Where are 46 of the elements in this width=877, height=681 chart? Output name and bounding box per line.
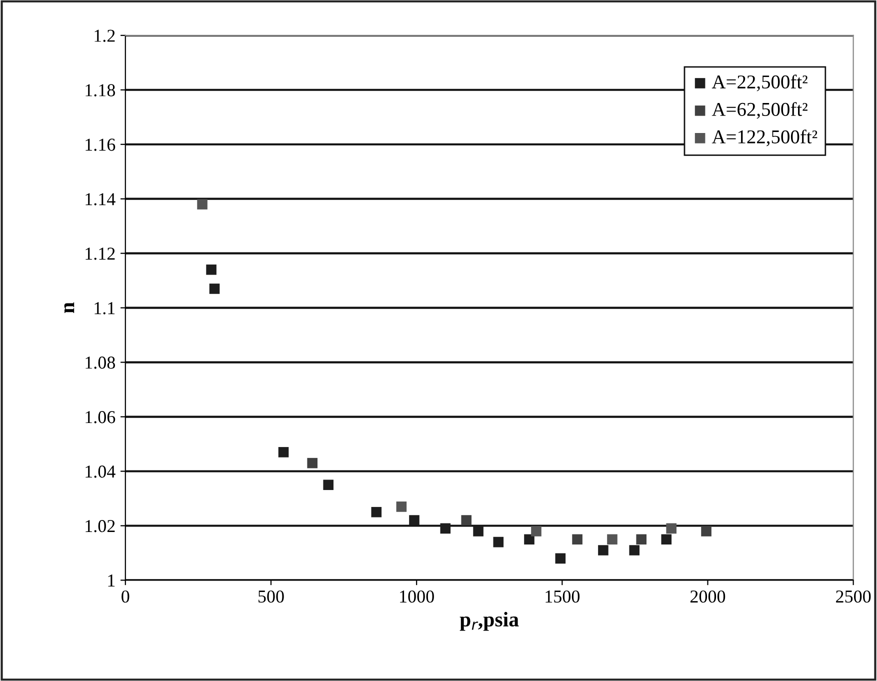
point [524,534,534,544]
point [555,553,566,564]
y-tick-label: 1 [108,574,115,586]
point [493,536,504,548]
legend-label: A=122,500ft² [712,130,818,146]
x-tick-label: 1500 [546,590,580,603]
point [473,526,484,536]
point [666,523,676,534]
point [531,526,542,536]
y-tick-label: 1.04 [86,466,116,478]
x-tick-label: 2000 [690,590,726,603]
y-tick-label: 1.1 [94,302,115,314]
point [307,458,318,468]
x-tick-label: 2500 [836,590,871,603]
point [661,534,672,544]
point [701,526,712,536]
x-axis-title: p$_{r}$,psia [460,612,519,631]
x-tick-label: 500 [258,590,284,603]
point [206,264,216,275]
point [636,534,647,544]
y-tick-label: 1.06 [86,411,116,424]
y-tick-label: 1.08 [86,356,115,369]
point [409,515,420,526]
point [278,447,289,458]
point [209,284,220,294]
y-tick-label: 1.14 [86,193,116,206]
legend-label: A=62,500ft² [712,102,808,119]
point [629,545,640,556]
y-tick-label: 1.16 [86,138,116,151]
legend-label: A=22,500ft² [712,74,808,92]
y-tick-label: 1.2 [94,30,115,42]
y-tick-label: 1.12 [86,248,115,260]
point [197,199,208,210]
y-axis-title: n [64,302,74,314]
point [572,534,582,544]
point [598,545,608,556]
point [607,534,618,544]
point [396,502,407,512]
x-tick-label: 1000 [400,590,434,603]
point [371,506,382,518]
point [461,515,472,526]
y-tick-label: 1.18 [86,84,115,96]
x-tick-label: 0 [122,590,130,603]
point [440,523,451,534]
y-tick-label: 1.02 [86,520,115,532]
point [323,480,334,490]
